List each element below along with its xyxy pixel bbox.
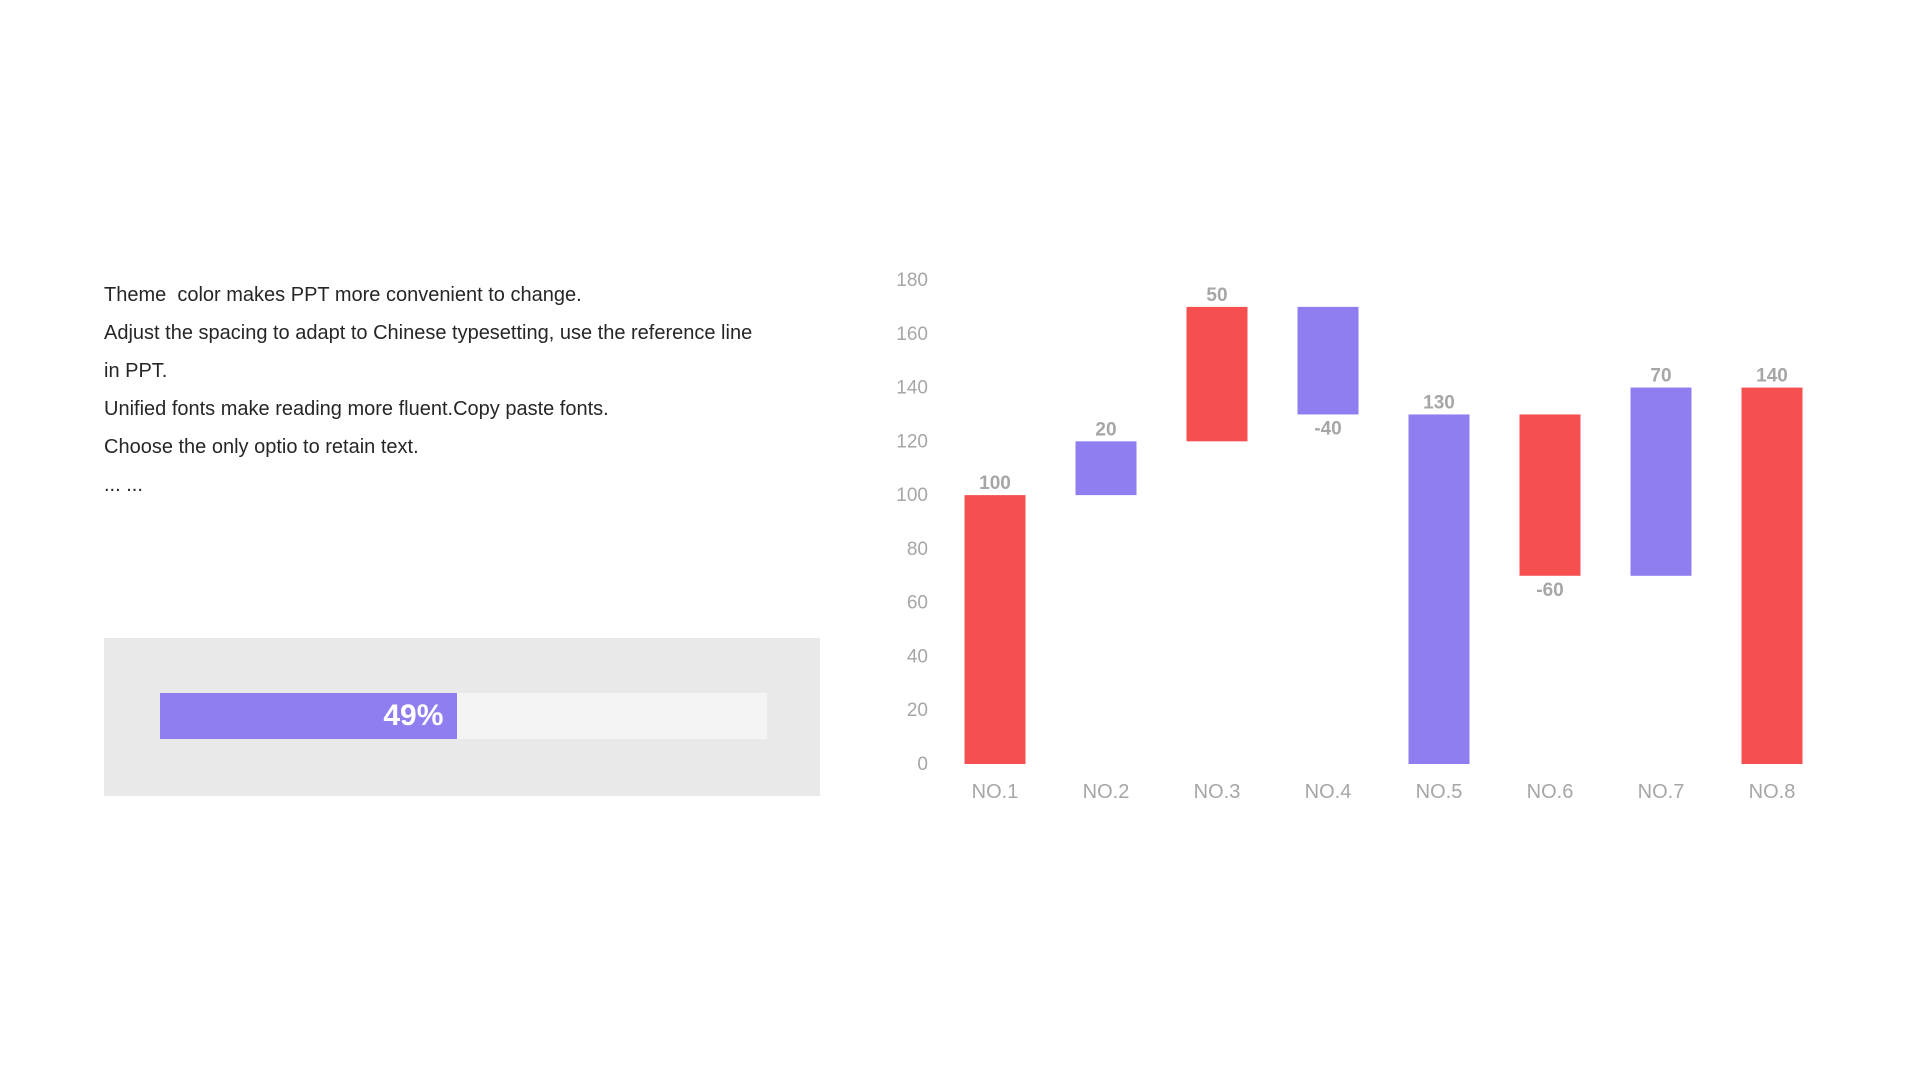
data-label: 100	[979, 473, 1011, 494]
x-tick-label: NO.7	[1638, 781, 1685, 803]
y-tick-label: 180	[896, 270, 928, 291]
text-line: ... ...	[104, 474, 143, 496]
y-tick-label: 40	[907, 646, 928, 667]
text-line: Adjust the spacing to adapt to Chinese t…	[104, 322, 753, 344]
progress-fill: 49%	[160, 693, 458, 739]
bar-no6	[1519, 414, 1581, 576]
x-tick-label: NO.8	[1749, 781, 1796, 803]
y-tick-label: 120	[896, 431, 928, 452]
data-label: 20	[1095, 419, 1116, 440]
x-tick-label: NO.1	[972, 781, 1019, 803]
x-tick-label: NO.2	[1083, 781, 1130, 803]
data-label: 140	[1756, 366, 1788, 387]
y-tick-label: 80	[907, 539, 928, 560]
bar-no1	[964, 495, 1026, 764]
bar-no8	[1741, 387, 1803, 764]
progress-label: 49%	[383, 699, 444, 732]
data-label: 50	[1206, 285, 1227, 306]
progress-track: 49%	[160, 693, 767, 739]
x-tick-label: NO.6	[1527, 781, 1574, 803]
data-label: -40	[1314, 418, 1341, 439]
x-tick-label: NO.3	[1194, 781, 1241, 803]
y-tick-label: 60	[907, 593, 928, 614]
bar-no7	[1630, 387, 1692, 576]
data-label: 70	[1650, 366, 1671, 387]
text-line: Choose the only optio to retain text.	[104, 436, 419, 458]
data-label: -60	[1536, 580, 1563, 601]
y-tick-label: 100	[896, 485, 928, 506]
x-tick-label: NO.5	[1416, 781, 1463, 803]
bar-no4	[1297, 306, 1359, 415]
description-text: Theme color makes PPT more convenient to…	[104, 276, 824, 504]
bar-no3	[1186, 306, 1248, 442]
y-tick-label: 160	[896, 324, 928, 345]
bar-no2	[1075, 441, 1137, 496]
data-label: 130	[1423, 392, 1455, 413]
y-tick-label: 20	[907, 700, 928, 721]
y-tick-label: 140	[896, 378, 928, 399]
x-tick-label: NO.4	[1305, 781, 1352, 803]
text-line: Unified fonts make reading more fluent.C…	[104, 398, 609, 420]
text-line: in PPT.	[104, 360, 168, 382]
bar-no5	[1408, 414, 1470, 764]
y-tick-label: 0	[917, 754, 928, 775]
text-line: Theme color makes PPT more convenient to…	[104, 284, 582, 306]
progress-panel: 49%	[104, 638, 820, 796]
waterfall-chart: 0 20 40 60 80 100 120 140 160 180 100 NO.1 20 NO.2 50 N…	[896, 270, 1803, 803]
